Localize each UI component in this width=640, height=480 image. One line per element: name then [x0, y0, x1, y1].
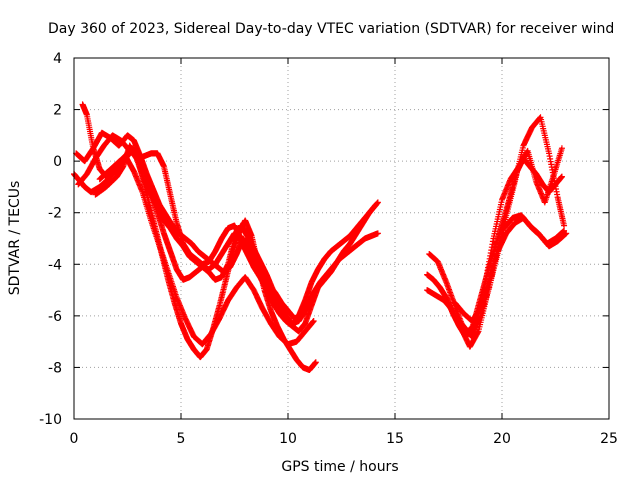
series-trace-5: [96, 152, 317, 348]
data-point: [372, 201, 379, 208]
data-point: [374, 230, 381, 237]
x-tick-label: 15: [386, 431, 404, 447]
x-tick-label: 0: [70, 431, 79, 447]
y-tick-label: -4: [48, 257, 62, 273]
data-point: [558, 173, 565, 180]
data-point: [561, 222, 568, 229]
data-point: [312, 359, 319, 366]
series-trace-10: [451, 214, 570, 325]
x-tick-label: 10: [279, 431, 297, 447]
data-point: [563, 230, 570, 237]
x-tick-label: 5: [177, 431, 186, 447]
y-tick-label: 4: [53, 51, 62, 67]
data-points: [71, 101, 570, 374]
x-tick-label: 25: [600, 431, 618, 447]
series-trace-6: [75, 132, 379, 330]
x-tick-label: 20: [493, 431, 511, 447]
chart-title: Day 360 of 2023, Sidereal Day-to-day VTE…: [48, 21, 614, 37]
y-tick-label: -10: [39, 412, 62, 428]
axis-ticks: 0 5 10 15 20 25 -10 -8 -6 -4 -2 0 2 4: [39, 51, 618, 447]
y-tick-label: 2: [53, 103, 62, 119]
y-tick-label: 0: [53, 154, 62, 170]
data-point: [310, 318, 317, 325]
y-tick-label: -6: [48, 309, 62, 325]
y-tick-label: -2: [48, 206, 62, 222]
y-tick-label: -8: [48, 360, 62, 376]
series-trace-11: [456, 145, 565, 335]
